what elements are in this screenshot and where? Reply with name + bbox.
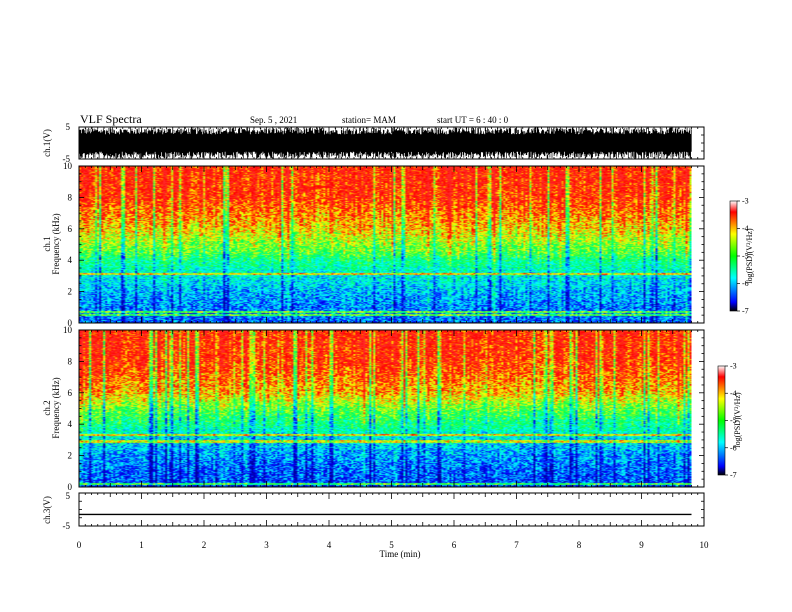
- y-tick-label: 0: [68, 482, 73, 492]
- ch2-spectrogram-image: [79, 330, 692, 487]
- x-axis-label: Time (min): [380, 549, 421, 559]
- ch1-ylabel-frequency: Frequency (kHz): [51, 213, 61, 274]
- colorbar-tick-label: -5: [730, 416, 737, 425]
- colorbar-tick-label: -4: [730, 389, 737, 398]
- ch1-colorbar: -3 -4 -5 -6 -7 log(PSD)(V²/Hz): [729, 197, 754, 316]
- ch2-spectrogram-panel: 0 2 4 6 8 10 ch.2 Frequency (kHz): [42, 325, 705, 492]
- y-tick-label: 8: [68, 356, 73, 366]
- start-time-label: start UT = 6 : 40 : 0: [437, 115, 509, 125]
- ch3-ytick-bottom: -5: [63, 521, 71, 531]
- ch3-ylabel: ch.3(V): [42, 496, 52, 524]
- x-tick-label: 0: [77, 540, 82, 550]
- x-axis-tick-labels: 0 1 2 3 4 5 6 7 8 9 10: [77, 540, 709, 550]
- ch1-spectrogram-panel: 0 2 4 6 8 10 ch.1 Frequency (kHz): [42, 161, 705, 328]
- ch2-yticks: 0 2 4 6 8 10: [63, 325, 704, 492]
- ch1-waveform-path: [79, 127, 692, 159]
- x-tick-label: 2: [202, 540, 207, 550]
- colorbar-tick-label: -7: [730, 471, 737, 480]
- ch1-waveform-trace: [79, 127, 692, 159]
- colorbar-tick-label: -6: [742, 279, 749, 288]
- y-tick-label: 2: [68, 287, 73, 297]
- ch1-colorbar-ticks: -3 -4 -5 -6 -7: [737, 197, 749, 316]
- ch1-ytick-top: 5: [66, 122, 71, 132]
- y-tick-label: 8: [68, 192, 73, 202]
- y-tick-label: 4: [68, 419, 73, 429]
- date-label: Sep. 5 , 2021: [250, 115, 297, 125]
- ch1-colorbar-gradient: [729, 200, 738, 312]
- x-tick-label: 5: [389, 540, 394, 550]
- x-tick-label: 7: [514, 540, 519, 550]
- ch2-colorbar-label: log(PSD)(V²/Hz): [733, 392, 742, 448]
- y-tick-label: 10: [63, 161, 73, 171]
- ch2-colorbar-gradient: [717, 365, 726, 476]
- ch2-ylabel-frequency: Frequency (kHz): [51, 377, 61, 438]
- y-tick-label: 2: [68, 451, 73, 461]
- ch1-colorbar-label: log(PSD)(V²/Hz): [745, 228, 754, 284]
- x-tick-label: 4: [327, 540, 332, 550]
- colorbar-tick-label: -7: [742, 307, 749, 316]
- ch2-colorbar-ticks: -3 -4 -5 -6 -7: [725, 362, 737, 480]
- y-tick-label: 10: [63, 325, 73, 335]
- ch1-yticks: 0 2 4 6 8 10: [63, 161, 704, 328]
- colorbar-tick-label: -5: [742, 252, 749, 261]
- ch1-spectrogram-image: [79, 166, 692, 323]
- ch1-ytick-bottom: -5: [63, 154, 71, 164]
- x-tick-label: 9: [639, 540, 644, 550]
- x-tick-label: 3: [264, 540, 269, 550]
- y-tick-label: 6: [68, 224, 73, 234]
- x-tick-label: 10: [700, 540, 710, 550]
- ch1-ylabel-channel: ch.1: [42, 236, 52, 251]
- ch3-ytick-top: 5: [66, 491, 71, 501]
- colorbar-tick-label: -4: [742, 224, 749, 233]
- ch1-ylabel: ch.1(V): [42, 129, 52, 157]
- y-tick-label: 0: [68, 318, 73, 328]
- colorbar-tick-label: -3: [730, 362, 737, 371]
- colorbar-tick-label: -6: [730, 443, 737, 452]
- x-axis-ticks: [78, 126, 705, 527]
- station-label: station= MAM: [342, 115, 396, 125]
- ch2-colorbar: -3 -4 -5 -6 -7 log(PSD)(V²/Hz): [717, 362, 742, 480]
- y-tick-label: 4: [68, 255, 73, 265]
- colorbar-tick-label: -3: [742, 197, 749, 206]
- x-tick-label: 1: [139, 540, 144, 550]
- figure-title: VLF Spectra: [80, 112, 142, 126]
- y-tick-label: 6: [68, 388, 73, 398]
- x-tick-label: 6: [452, 540, 457, 550]
- ch2-ylabel-channel: ch.2: [42, 400, 52, 415]
- x-tick-label: 8: [577, 540, 582, 550]
